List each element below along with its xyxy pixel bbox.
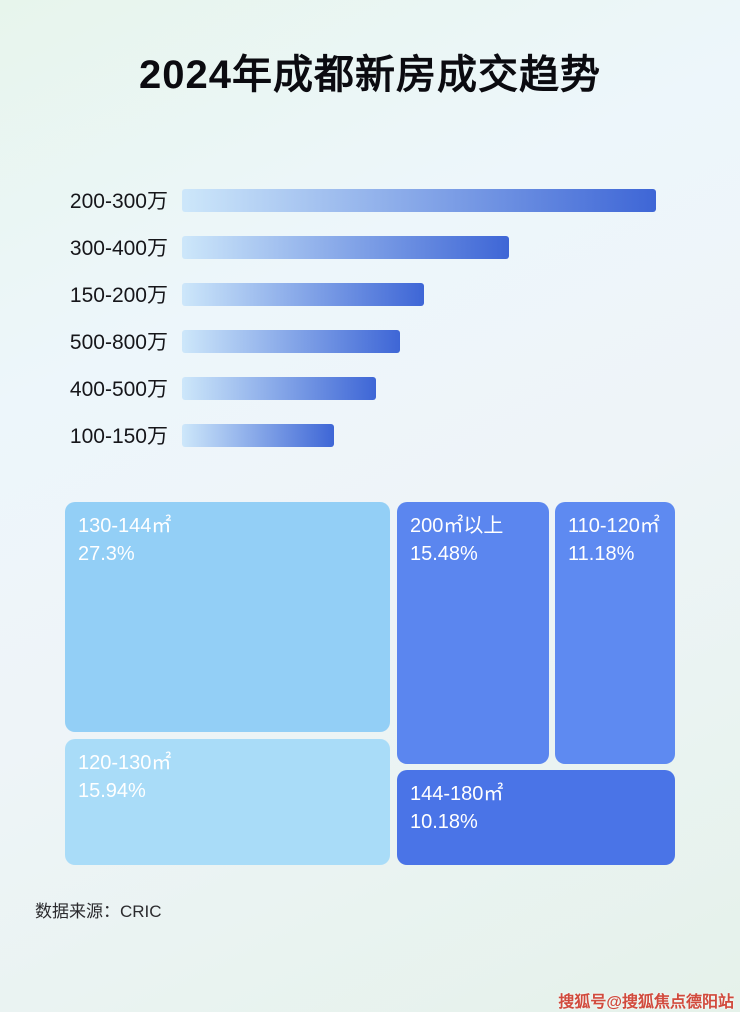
bar-track [182,282,656,306]
bar-label: 150-200万 [69,284,168,307]
bar-track [182,188,656,212]
treemap: 130-144㎡ 27.3% 120-130㎡ 15.94% 200㎡以上 15… [65,502,675,865]
treemap-block-label: 144-180㎡ [410,783,504,805]
treemap-block-label: 130-144㎡ [78,515,172,537]
treemap-block-percent: 15.48% [410,543,478,565]
bar-row: 300-400万 [50,235,656,260]
treemap-block: 200㎡以上 15.48% [397,502,549,764]
bar-label: 100-150万 [69,425,168,448]
treemap-block: 120-130㎡ 15.94% [65,739,390,865]
bar-chart: 200-300万 300-400万 150-200万 500-800万 400-… [50,188,656,448]
bar [182,423,334,447]
infographic: 2024年成都新房成交趋势 200-300万 300-400万 150-200万… [0,42,740,1011]
bar-row: 100-150万 [50,423,656,448]
bar-track [182,376,656,400]
bar-label: 300-400万 [69,237,168,260]
treemap-block-percent: 15.94% [78,780,146,802]
bar-row: 200-300万 [50,188,656,213]
treemap-block: 130-144㎡ 27.3% [65,502,390,732]
bar-track [182,423,656,447]
bar [182,376,377,400]
bar-label: 400-500万 [69,378,168,401]
bar-row: 150-200万 [50,282,656,307]
watermark: 搜狐号@搜狐焦点德阳站 [558,994,734,1011]
treemap-block: 110-120㎡ 11.18% [555,502,675,764]
bar [182,188,656,212]
treemap-block-label: 110-120㎡ [568,515,660,537]
bar-row: 500-800万 [50,329,656,354]
treemap-block: 144-180㎡ 10.18% [397,770,675,865]
bar-label: 500-800万 [69,331,168,354]
treemap-block-percent: 11.18% [568,543,635,565]
bar [182,282,424,306]
bar [182,329,401,353]
bar-label: 200-300万 [69,190,168,213]
bar [182,235,510,259]
treemap-block-label: 200㎡以上 [410,515,504,537]
bar-track [182,329,656,353]
data-source-label: 数据来源：CRIC [35,902,162,921]
bar-track [182,235,656,259]
page-title: 2024年成都新房成交趋势 [139,53,601,97]
treemap-block-label: 120-130㎡ [78,752,172,774]
treemap-block-percent: 10.18% [410,811,478,833]
treemap-block-percent: 27.3% [78,543,135,565]
bar-row: 400-500万 [50,376,656,401]
